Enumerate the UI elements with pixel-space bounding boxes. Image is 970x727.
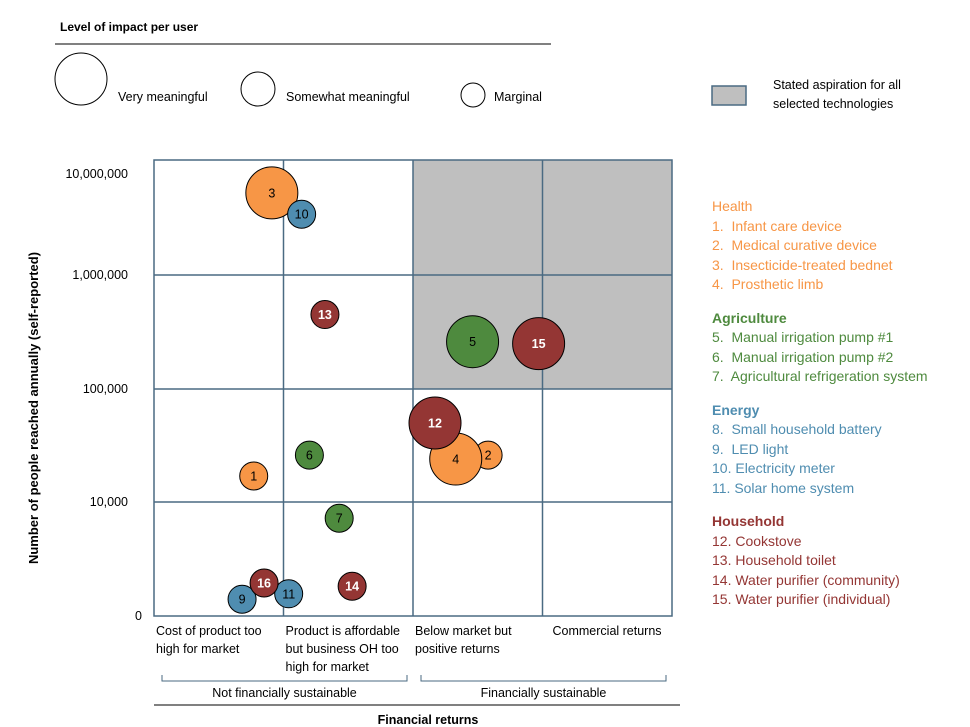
bubble-label-4: 4 [452,453,459,467]
legend-item: 15. Water purifier (individual) [712,591,891,607]
legend-item: 2. Medical curative device [712,237,877,253]
x-tick-label: positive returns [415,642,500,656]
legend-group-health: Health 1. Infant care device 2. Medical cu… [712,197,962,295]
size-legend-circle [54,52,108,106]
y-tick-label: 100,000 [83,382,128,396]
x-group-label: Financially sustainable [481,686,607,700]
legend-group-household: Household 12. Cookstove 13. Household toil… [712,512,962,610]
bubble-6 [294,440,324,470]
legend-group-title: Health [712,198,753,214]
size-legend-label: Somewhat meaningful [286,90,410,104]
bubble-3 [245,166,299,220]
bubble-13 [310,300,340,330]
bubble-14 [337,571,367,601]
category-legend: Health 1. Infant care device 2. Medical cu… [712,197,962,624]
x-group-bracket [161,675,408,682]
legend-group-title: Household [712,513,785,529]
bubble-label-1: 1 [250,469,257,483]
bubble-label-7: 7 [336,512,343,526]
x-tick-label: Cost of product too [156,624,262,638]
size-legend-title: Level of impact per user [60,20,199,34]
legend-item: 7. Agricultural refrigeration system [712,368,928,384]
x-group-bracket [420,675,667,682]
bubble-15 [512,317,566,371]
legend-item: 5. Manual irrigation pump #1 [712,329,894,345]
x-tick-label: Product is affordable [286,624,400,638]
legend-group-agriculture: Agriculture 5. Manual irrigation pump #1 6… [712,309,962,387]
bubble-label-15: 15 [532,337,546,351]
size-legend-circle [460,82,486,108]
legend-item: 14. Water purifier (community) [712,571,900,588]
x-axis-label: Financial returns [378,713,479,727]
bubble-label-5: 5 [469,335,476,349]
bubble-12 [408,396,462,450]
legend-group-title: Agriculture [712,309,787,326]
y-tick-label: 10,000,000 [65,167,128,181]
bubble-label-2: 2 [485,449,492,463]
legend-item: 13. Household toilet [712,552,836,568]
y-tick-label: 10,000 [90,495,128,509]
legend-item: 11. Solar home system [712,479,855,496]
y-tick-label: 1,000,000 [72,268,128,282]
bubble-9 [227,584,257,614]
x-tick-label: but business OH too [286,642,399,656]
legend-item: 3. Insecticide-treated bednet [712,256,893,273]
legend-item: 6. Manual irrigation pump #2 [712,348,894,365]
y-tick-label: 0 [135,609,142,623]
legend-group-energy: Energy 8. Small household battery 9. LED l… [712,401,962,499]
x-tick-label: high for market [156,642,240,656]
legend-item: 4. Prosthetic limb [712,276,824,292]
bubble-5 [446,315,500,369]
legend-item: 1. Infant care device [712,217,842,234]
bubble-label-16: 16 [257,577,271,591]
legend-item: 8. Small household battery [712,421,882,437]
bubble-label-3: 3 [268,186,275,200]
bubble-16 [249,568,279,598]
bubble-label-9: 9 [239,593,246,607]
bubble-label-10: 10 [295,208,309,222]
legend-item: 10. Electricity meter [712,460,835,476]
legend-group-title: Energy [712,401,760,418]
legend-item: 9. LED light [712,440,789,457]
shaded-legend-label: selected technologies [773,97,893,111]
x-tick-label: Below market but [415,624,512,638]
bubble-label-13: 13 [318,308,332,322]
bubble-1 [239,461,269,491]
legend-item: 12. Cookstove [712,532,802,549]
bubble-label-11: 11 [282,587,295,601]
y-axis-label: Number of people reached annually (self-… [26,252,41,564]
shaded-legend-label: Stated aspiration for all [773,78,901,92]
bubble-10 [287,199,317,229]
bubble-7 [324,503,354,533]
bubble-label-6: 6 [306,449,313,463]
size-legend-label: Marginal [494,90,542,104]
size-legend-label: Very meaningful [118,90,208,104]
size-legend-circle [240,71,276,107]
shaded-legend-swatch [711,85,747,106]
x-tick-label: Commercial returns [553,624,662,638]
x-group-label: Not financially sustainable [212,686,357,700]
plot-frame [153,159,673,617]
bubble-label-12: 12 [428,417,442,431]
bubble-label-14: 14 [345,580,359,594]
bubble-11 [274,579,304,609]
x-tick-label: high for market [286,660,370,674]
